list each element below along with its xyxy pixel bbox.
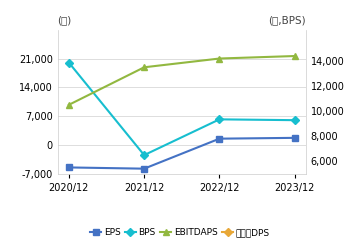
Line: EBITDAPS: EBITDAPS	[66, 53, 297, 108]
BPS	[142, 154, 146, 156]
Legend: EPS, BPS, EBITDAPS, 보통주DPS: EPS, BPS, EBITDAPS, 보통주DPS	[87, 225, 273, 241]
EBITDAPS	[293, 55, 297, 58]
EBITDAPS	[217, 57, 222, 60]
Line: BPS: BPS	[66, 60, 297, 158]
BPS	[217, 118, 222, 121]
BPS	[67, 61, 71, 64]
EPS	[142, 167, 146, 170]
EBITDAPS	[67, 103, 71, 106]
BPS	[293, 119, 297, 122]
Text: (원): (원)	[58, 15, 72, 25]
EBITDAPS	[142, 66, 146, 69]
Text: (원,BPS): (원,BPS)	[268, 15, 306, 25]
EPS	[67, 166, 71, 169]
Line: EPS: EPS	[66, 135, 297, 171]
EPS	[293, 136, 297, 139]
EPS	[217, 137, 222, 140]
